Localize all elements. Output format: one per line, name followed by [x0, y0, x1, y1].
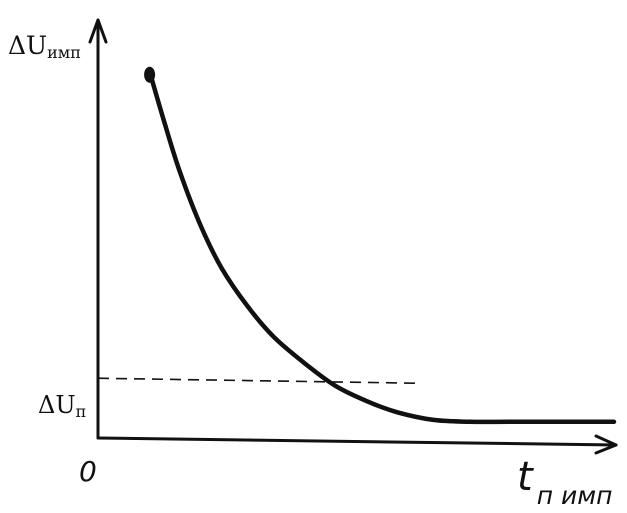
series-line-0: [147, 69, 617, 425]
reference-line-label-main: ΔU: [38, 391, 76, 419]
x-axis: [96, 436, 618, 447]
y-axis-label-sub: имп: [47, 43, 81, 62]
axes: [88, 18, 618, 455]
origin-label: 0: [79, 455, 97, 488]
y-axis-arrowhead: [88, 18, 108, 44]
series-start-point: [144, 66, 156, 83]
x-axis-arrowhead: [594, 434, 618, 455]
y-axis-label-main: ΔU: [8, 31, 47, 60]
reference-line-label-sub: п: [76, 402, 87, 421]
x-axis-label-main: t: [517, 454, 534, 500]
x-axis-label-sub: п имп: [537, 481, 613, 510]
y-axis-label: ΔUимп: [8, 31, 81, 62]
reference-line-label: ΔUп: [38, 391, 86, 421]
reference-line: [97, 377, 418, 385]
plot-area: [97, 66, 617, 425]
